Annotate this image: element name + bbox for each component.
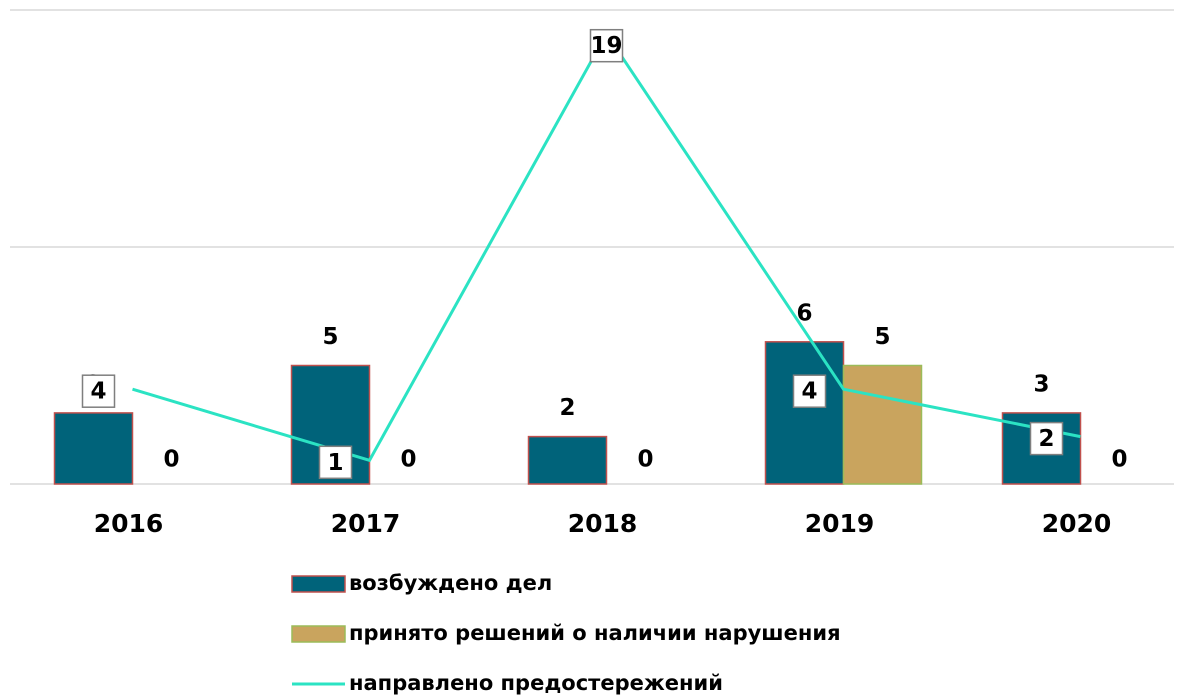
- data-label: 19: [590, 33, 622, 59]
- data-label-box: [81, 374, 116, 408]
- data-label: 2: [1038, 426, 1054, 452]
- legend-swatch: [291, 575, 346, 593]
- x-tick-label: 2016: [94, 509, 164, 538]
- data-label: 4: [801, 379, 817, 405]
- data-label: 6: [796, 300, 812, 326]
- data-label-box: [318, 445, 353, 480]
- data-label: 5: [322, 324, 338, 350]
- x-tick-label: 2019: [805, 509, 875, 538]
- data-label: 0: [637, 447, 653, 473]
- data-label: 4: [90, 379, 106, 405]
- bar: [764, 341, 845, 485]
- data-label: 5: [874, 324, 890, 350]
- legend-label: направлено предостережений: [349, 671, 723, 695]
- legend-label: принято решений о наличии нарушения: [349, 621, 841, 645]
- data-label-box: [792, 374, 827, 408]
- bar: [842, 364, 923, 485]
- data-label-box: [589, 28, 624, 63]
- legend-label: возбуждено дел: [349, 571, 552, 595]
- data-label-box: [1029, 421, 1064, 456]
- x-tick-label: 2020: [1042, 509, 1112, 538]
- legend-swatch: [291, 625, 346, 643]
- x-tick-label: 2018: [568, 509, 638, 538]
- data-label: 2: [559, 395, 575, 421]
- data-label: 3: [1033, 371, 1049, 397]
- data-label: 0: [163, 447, 179, 473]
- bar: [53, 412, 134, 485]
- data-label: 1: [327, 450, 343, 476]
- data-label: 0: [1111, 447, 1127, 473]
- x-tick-label: 2017: [331, 509, 401, 538]
- data-label: 0: [400, 447, 416, 473]
- bar: [527, 435, 608, 485]
